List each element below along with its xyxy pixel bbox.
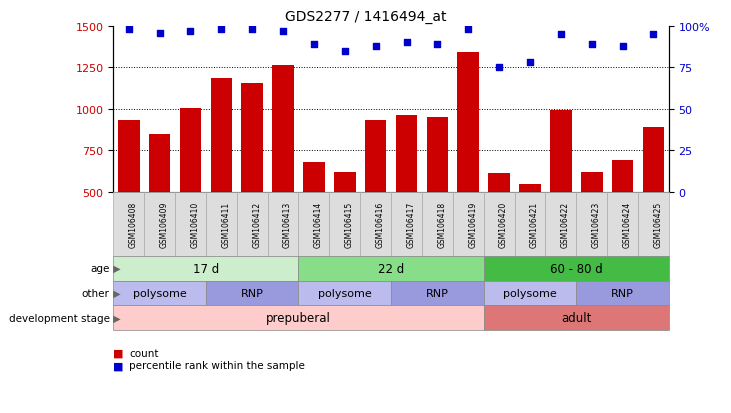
Bar — [241, 84, 263, 192]
Point — [493, 65, 505, 71]
Text: GDS2277 / 1416494_at: GDS2277 / 1416494_at — [285, 10, 446, 24]
Text: RNP: RNP — [611, 288, 634, 298]
Bar — [643, 128, 664, 192]
Point — [123, 27, 135, 33]
Text: 22 d: 22 d — [378, 262, 404, 275]
Point — [246, 27, 258, 33]
Bar — [334, 173, 355, 192]
Point — [524, 60, 536, 66]
Text: GSM106413: GSM106413 — [283, 201, 292, 247]
Text: GSM106421: GSM106421 — [530, 201, 539, 247]
Point — [370, 43, 382, 50]
Point — [216, 27, 227, 33]
Text: ▶: ▶ — [110, 263, 121, 273]
Text: GSM106408: GSM106408 — [129, 201, 137, 247]
Point — [401, 40, 412, 47]
Bar — [365, 121, 387, 192]
Text: polysome: polysome — [133, 288, 186, 298]
Point — [277, 28, 289, 35]
Text: ▶: ▶ — [110, 288, 121, 298]
Bar — [211, 79, 232, 192]
Text: GSM106415: GSM106415 — [345, 201, 354, 247]
Text: GSM106414: GSM106414 — [314, 201, 323, 247]
Text: GSM106424: GSM106424 — [623, 201, 632, 247]
Text: 17 d: 17 d — [193, 262, 219, 275]
Text: RNP: RNP — [426, 288, 449, 298]
Bar — [395, 116, 417, 192]
Bar — [180, 109, 201, 192]
Text: GSM106422: GSM106422 — [561, 201, 570, 247]
Point — [555, 32, 567, 38]
Bar — [272, 66, 294, 192]
Text: polysome: polysome — [503, 288, 557, 298]
Bar — [612, 161, 633, 192]
Bar — [118, 121, 140, 192]
Bar — [550, 111, 572, 192]
Bar — [149, 135, 170, 192]
Point — [463, 27, 474, 33]
Text: GSM106425: GSM106425 — [654, 201, 662, 247]
Text: GSM106417: GSM106417 — [406, 201, 415, 247]
Point — [617, 43, 629, 50]
Text: ■: ■ — [113, 361, 124, 370]
Text: polysome: polysome — [318, 288, 371, 298]
Text: 60 - 80 d: 60 - 80 d — [550, 262, 602, 275]
Bar — [303, 162, 325, 192]
Text: development stage: development stage — [9, 313, 110, 323]
Text: ▶: ▶ — [110, 313, 121, 323]
Text: ■: ■ — [113, 348, 124, 358]
Bar — [581, 173, 602, 192]
Bar — [488, 174, 510, 192]
Text: adult: adult — [561, 311, 591, 325]
Text: GSM106410: GSM106410 — [191, 201, 200, 247]
Point — [154, 30, 165, 37]
Point — [648, 32, 659, 38]
Point — [586, 42, 597, 48]
Point — [185, 28, 197, 35]
Text: GSM106419: GSM106419 — [469, 201, 477, 247]
Text: prepuberal: prepuberal — [266, 311, 331, 325]
Text: GSM106423: GSM106423 — [591, 201, 601, 247]
Bar — [427, 118, 448, 192]
Text: age: age — [90, 263, 110, 273]
Text: GSM106409: GSM106409 — [159, 201, 169, 247]
Text: GSM106412: GSM106412 — [252, 201, 261, 247]
Bar — [519, 185, 541, 192]
Point — [339, 48, 351, 55]
Text: other: other — [82, 288, 110, 298]
Text: GSM106418: GSM106418 — [437, 201, 447, 247]
Point — [308, 42, 319, 48]
Text: GSM106420: GSM106420 — [499, 201, 508, 247]
Text: count: count — [129, 348, 159, 358]
Text: GSM106411: GSM106411 — [221, 201, 230, 247]
Text: GSM106416: GSM106416 — [376, 201, 385, 247]
Point — [431, 42, 443, 48]
Bar — [458, 53, 479, 192]
Text: percentile rank within the sample: percentile rank within the sample — [129, 361, 306, 370]
Text: RNP: RNP — [240, 288, 264, 298]
